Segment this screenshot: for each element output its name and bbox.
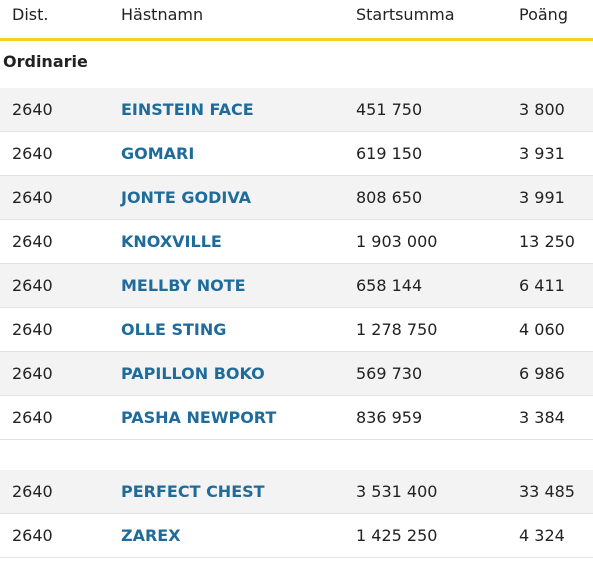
cell: 3 531 400: [356, 482, 438, 501]
table-row: 2640 EINSTEIN FACE 451 750 3 800: [0, 88, 593, 132]
cell: 2640: [12, 144, 53, 163]
horse-link[interactable]: PAPILLON BOKO: [121, 364, 265, 383]
cell: 3 384: [519, 408, 565, 427]
cell: 2640: [12, 232, 53, 251]
cell: 808 650: [356, 188, 423, 207]
horse-link[interactable]: PERFECT CHEST: [121, 482, 265, 501]
horse-link[interactable]: KNOXVILLE: [121, 232, 222, 251]
table-row: 2640 PERFECT CHEST 3 531 400 33 485: [0, 470, 593, 514]
horse-link[interactable]: EINSTEIN FACE: [121, 100, 254, 119]
cell: 2640: [12, 526, 53, 545]
cell: 2640: [12, 320, 53, 339]
cell: 4 060: [519, 320, 565, 339]
table-row: 2640 KNOXVILLE 1 903 000 13 250: [0, 220, 593, 264]
cell: 836 959: [356, 408, 423, 427]
cell: 4 324: [519, 526, 565, 545]
table-header: Dist. Hästnamn Startsumma Poäng: [0, 0, 593, 41]
cell: 6 411: [519, 276, 565, 295]
table-row: 2640 PAPILLON BOKO 569 730 6 986: [0, 352, 593, 396]
cell: 3 931: [519, 144, 565, 163]
cell: 658 144: [356, 276, 423, 295]
cell: 6 986: [519, 364, 565, 383]
cell: 2640: [12, 188, 53, 207]
table-row: 2640 MELLBY NOTE 658 144 6 411: [0, 264, 593, 308]
horse-link[interactable]: OLLE STING: [121, 320, 227, 339]
cell: 2640: [12, 100, 53, 119]
cell: 1 278 750: [356, 320, 438, 339]
cell: 2640: [12, 364, 53, 383]
horse-link[interactable]: JONTE GODIVA: [121, 188, 252, 207]
cell: 1 903 000: [356, 232, 438, 251]
cell: 2640: [12, 276, 53, 295]
cell: 3 991: [519, 188, 565, 207]
cell: 2640: [12, 482, 53, 501]
horse-link[interactable]: PASHA NEWPORT: [121, 408, 277, 427]
cell: 1 425 250: [356, 526, 438, 545]
column-header: Poäng: [519, 5, 568, 24]
cell: 2640: [12, 408, 53, 427]
cell: 451 750: [356, 100, 423, 119]
column-header: Startsumma: [356, 5, 455, 24]
column-header: Dist.: [12, 5, 49, 24]
section-title: Ordinarie: [3, 52, 88, 71]
table-row: 2640 ZAREX 1 425 250 4 324: [0, 514, 593, 558]
table-row: 2640 PASHA NEWPORT 836 959 3 384: [0, 396, 593, 440]
cell: 13 250: [519, 232, 575, 251]
table-row: 2640 GOMARI 619 150 3 931: [0, 132, 593, 176]
cell: 3 800: [519, 100, 565, 119]
cell: 569 730: [356, 364, 423, 383]
horse-link[interactable]: MELLBY NOTE: [121, 276, 246, 295]
cell: 33 485: [519, 482, 575, 501]
column-header: Hästnamn: [121, 5, 204, 24]
table-row: 2640 OLLE STING 1 278 750 4 060: [0, 308, 593, 352]
cell: 619 150: [356, 144, 423, 163]
table-row: 2640 JONTE GODIVA 808 650 3 991: [0, 176, 593, 220]
horse-link[interactable]: ZAREX: [121, 526, 181, 545]
horse-link[interactable]: GOMARI: [121, 144, 195, 163]
